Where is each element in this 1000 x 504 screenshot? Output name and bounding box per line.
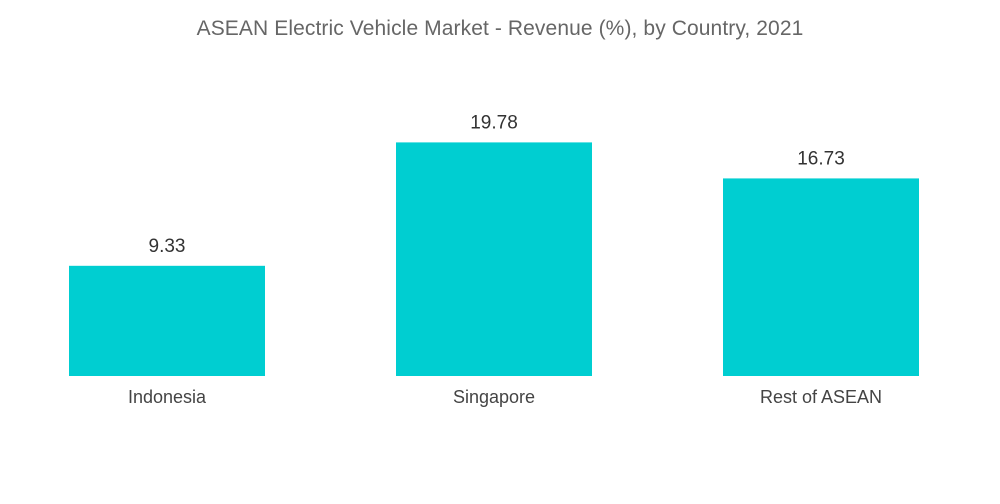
bar-indonesia (69, 265, 265, 376)
chart-title: ASEAN Electric Vehicle Market - Revenue … (196, 17, 804, 40)
bar-rest-of-asean (723, 178, 919, 376)
category-label-indonesia: Indonesia (128, 387, 207, 407)
value-labels-group: 9.33 19.78 16.73 (149, 112, 845, 256)
bars-group (69, 142, 919, 376)
value-label-rest-of-asean: 16.73 (797, 148, 845, 169)
bar-singapore (396, 142, 592, 376)
value-label-indonesia: 9.33 (149, 236, 186, 257)
category-label-singapore: Singapore (453, 387, 535, 407)
category-label-rest-of-asean: Rest of ASEAN (760, 387, 882, 407)
value-label-singapore: 19.78 (470, 112, 518, 133)
category-labels-group: Indonesia Singapore Rest of ASEAN (128, 387, 882, 407)
